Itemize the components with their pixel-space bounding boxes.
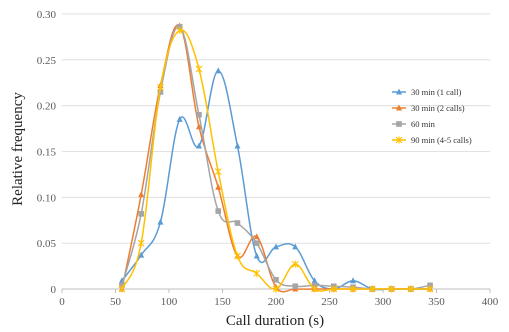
- legend-marker: [396, 88, 402, 95]
- data-point: [214, 168, 222, 176]
- series-1: [118, 67, 434, 292]
- gridlines: [62, 13, 490, 244]
- data-point: [138, 211, 144, 217]
- data-point: [350, 277, 357, 284]
- data-point: [349, 285, 357, 293]
- data-point: [137, 239, 145, 247]
- legend-label: 60 min: [411, 119, 436, 129]
- x-tick-label: 150: [214, 296, 231, 308]
- data-point: [273, 243, 279, 250]
- legend: 30 min (1 call) 30 min (2 calls) 60 min 90 …: [392, 87, 472, 145]
- data-point: [426, 285, 434, 293]
- data-point: [215, 67, 222, 74]
- y-tick-label: 0.20: [37, 101, 57, 113]
- data-point: [195, 142, 202, 149]
- x-tick-label: 400: [482, 296, 499, 308]
- legend-label: 30 min (1 call): [411, 87, 461, 97]
- data-point: [157, 89, 164, 95]
- data-point: [253, 233, 260, 240]
- data-point: [253, 269, 261, 277]
- data-point: [234, 220, 241, 226]
- series-4: [118, 27, 434, 293]
- x-tick-label: 250: [321, 296, 338, 308]
- legend-marker: [395, 136, 403, 144]
- data-point: [253, 252, 260, 259]
- x-tick-label: 0: [59, 296, 65, 308]
- data-point: [253, 240, 260, 246]
- x-tick-label: 350: [428, 296, 445, 308]
- x-tick-label: 50: [110, 296, 122, 308]
- legend-item: 60 min: [392, 119, 436, 129]
- y-tick-label: 0.15: [37, 147, 57, 159]
- data-point: [311, 285, 318, 293]
- y-tick-labels: 0 0.05 0.10 0.15 0.20 0.25 0.30: [37, 9, 57, 296]
- legend-marker: [396, 121, 402, 127]
- data-point: [176, 27, 184, 34]
- y-axis-label: Relative frequency: [10, 92, 26, 206]
- data-point: [388, 285, 395, 293]
- data-point: [215, 183, 222, 190]
- data-point: [292, 243, 299, 250]
- series-group: [118, 22, 434, 293]
- y-tick-label: 0: [51, 284, 57, 296]
- data-point: [176, 24, 183, 30]
- legend-label: 30 min (2 calls): [411, 103, 465, 113]
- y-tick-label: 0.05: [37, 238, 57, 250]
- legend-label: 90 min (4-5 calls): [411, 135, 472, 145]
- data-point: [368, 285, 376, 293]
- data-point: [292, 283, 299, 290]
- data-point: [291, 260, 299, 268]
- data-point: [157, 83, 164, 91]
- data-point: [196, 112, 202, 118]
- series-line: [121, 24, 431, 293]
- data-point: [176, 115, 183, 122]
- legend-marker: [396, 104, 402, 111]
- series-line: [121, 70, 431, 291]
- data-point: [427, 282, 433, 289]
- data-point: [330, 285, 338, 293]
- series-line: [121, 29, 431, 292]
- data-point: [138, 191, 145, 198]
- data-point: [138, 251, 145, 258]
- data-point: [311, 282, 318, 289]
- data-point: [234, 252, 241, 260]
- x-tick-label: 300: [375, 296, 392, 308]
- data-point: [272, 285, 280, 293]
- data-point: [407, 285, 415, 293]
- data-point: [118, 285, 126, 293]
- y-tick-label: 0.25: [37, 55, 57, 67]
- x-tick-labels: 0 50 100 150 200 250 300 350 400: [59, 296, 499, 308]
- legend-item: 30 min (2 calls): [392, 103, 465, 113]
- data-point: [215, 208, 222, 214]
- x-tick-label: 100: [161, 296, 178, 308]
- data-point: [273, 277, 279, 283]
- data-point: [195, 123, 202, 130]
- x-tick-label: 200: [268, 296, 285, 308]
- x-axis-label: Call duration (s): [226, 313, 324, 329]
- data-point: [234, 142, 241, 149]
- legend-item: 90 min (4-5 calls): [392, 135, 472, 145]
- y-tick-label: 0.30: [37, 9, 57, 21]
- data-point: [157, 218, 164, 225]
- data-point: [195, 65, 203, 73]
- legend-item: 30 min (1 call): [392, 87, 461, 97]
- series-line: [121, 26, 431, 291]
- data-point: [119, 282, 125, 289]
- data-point: [311, 277, 318, 284]
- series-3: [119, 24, 433, 292]
- y-tick-label: 0.10: [37, 192, 57, 204]
